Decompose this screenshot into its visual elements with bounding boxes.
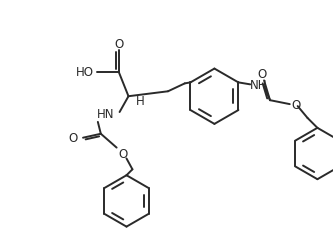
Text: NH: NH <box>249 79 267 91</box>
Text: H: H <box>136 94 145 107</box>
Text: O: O <box>114 38 123 51</box>
Text: HN: HN <box>97 108 115 121</box>
Text: O: O <box>118 147 127 160</box>
Text: HO: HO <box>76 66 94 79</box>
Text: O: O <box>258 68 267 81</box>
Text: O: O <box>291 98 300 111</box>
Text: O: O <box>69 132 78 144</box>
